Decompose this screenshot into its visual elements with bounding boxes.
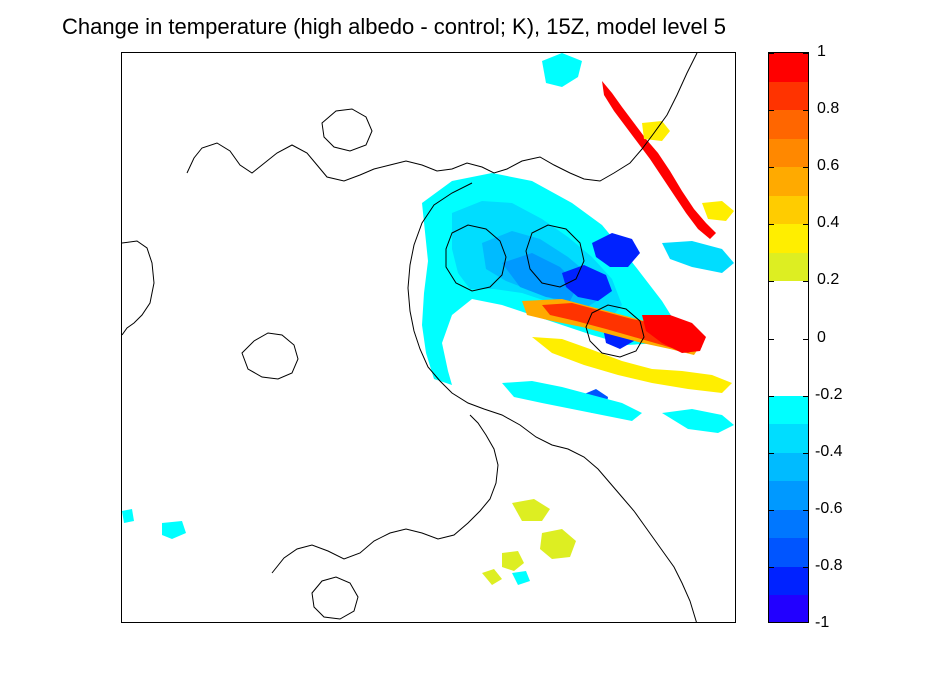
anomaly-patch [532,337,732,393]
colorbar-tick [803,53,808,54]
colorbar-segment [769,566,808,596]
colorbar-tick [769,566,774,568]
colorbar-segment [769,224,808,254]
colorbar-segment [769,252,808,282]
colorbar-segment [769,538,808,568]
colorbar-segment [769,509,808,539]
colorbar-tick [769,281,774,283]
coastline-contour-west [122,240,155,336]
colorbar-tick [803,452,808,454]
colorbar-tick [803,281,808,283]
colorbar-segment [769,395,808,425]
anomaly-patch [502,253,578,301]
inner-contour-6 [321,108,373,152]
colorbar-segment [769,138,808,168]
colorbar-tick [769,167,774,169]
map-plot-area [122,53,734,622]
anomaly-patch [502,381,642,421]
colorbar-segment [769,167,808,197]
colorbar-tick [769,224,774,226]
coastline-contour-south [271,414,499,574]
colorbar-tick [769,110,774,112]
anomaly-patch [482,569,502,585]
colorbar-tick-label: 0.8 [817,100,840,118]
colorbar-tick-label: -0.4 [815,442,843,460]
temperature-anomaly-field [122,53,734,585]
colorbar-tick [803,167,808,169]
colorbar-tick-label: -0.6 [815,499,843,517]
anomaly-patch [512,499,550,521]
colorbar-tick-label: 0 [817,328,826,346]
colorbar-segment [769,281,808,397]
colorbar-tick-label: -1 [815,614,830,631]
chart-title: Change in temperature (high albedo - con… [62,14,727,39]
contour-lines [122,53,698,622]
colorbar-tick-label: -0.2 [815,385,843,403]
anomaly-patch [542,53,582,87]
anomaly-patch [502,551,524,571]
anomaly-patch [662,409,734,433]
anomaly-patch [602,81,716,239]
colorbar-segment [769,481,808,511]
colorbar-tick-label: 0.2 [817,271,840,289]
map-panel [121,52,736,623]
inner-contour-2 [445,224,507,292]
coastline-contour-east [407,182,697,622]
anomaly-patch [562,265,612,301]
colorbar-segment [769,81,808,111]
inner-contour-5 [585,304,645,358]
colorbar-segment [769,53,808,83]
colorbar-tick [769,53,774,54]
colorbar-tick [803,566,808,568]
colorbar-tick-label: -0.8 [815,556,843,574]
colorbar-tick [803,224,808,226]
inner-contour-3 [525,224,585,288]
coastline-contour-north [186,53,698,182]
anomaly-patch [512,571,530,585]
colorbar-tick [803,338,808,340]
anomaly-patch [642,315,706,353]
anomaly-patch [540,529,576,559]
anomaly-patch [592,233,640,267]
colorbar-tick [803,395,808,397]
anomaly-patch [662,241,734,273]
anomaly-patch [122,509,134,523]
colorbar-tick [769,338,774,340]
colorbar-tick [769,452,774,454]
colorbar-tick [769,395,774,397]
colorbar-tick [769,509,774,511]
colorbar-tick-label: 1 [817,43,826,60]
colorbar-segment [769,195,808,225]
inner-contour-4 [311,576,359,620]
colorbar-segment [769,452,808,482]
colorbar-tick [803,509,808,511]
colorbar-tick-label: 0.6 [817,157,840,175]
colorbar-tick-label: 0.4 [817,214,840,232]
colorbar [768,52,809,623]
colorbar-segment [769,110,808,140]
colorbar-tick [803,110,808,112]
anomaly-patch [162,521,186,539]
anomaly-patch [702,201,734,221]
inner-contour-1 [241,332,299,380]
colorbar-segment [769,595,808,622]
colorbar-segment [769,424,808,454]
